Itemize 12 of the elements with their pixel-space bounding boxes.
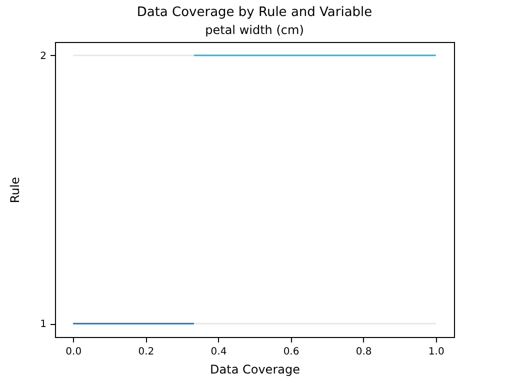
x-tick-label: 0.0 <box>66 346 82 358</box>
x-tick-label: 1.0 <box>428 346 444 358</box>
x-axis-title: Data Coverage <box>210 362 300 376</box>
x-tick-label: 0.6 <box>283 346 300 358</box>
x-tick-label: 0.4 <box>210 346 227 358</box>
y-tick-label: 2 <box>40 50 46 62</box>
y-axis-title: Rule <box>8 176 22 204</box>
chart-title: Data Coverage by Rule and Variable <box>136 5 372 20</box>
chart-subtitle: petal width (cm) <box>205 23 304 37</box>
x-tick-label: 0.8 <box>356 346 372 358</box>
x-tick-label: 0.2 <box>138 346 154 358</box>
y-tick-label: 1 <box>40 319 46 330</box>
